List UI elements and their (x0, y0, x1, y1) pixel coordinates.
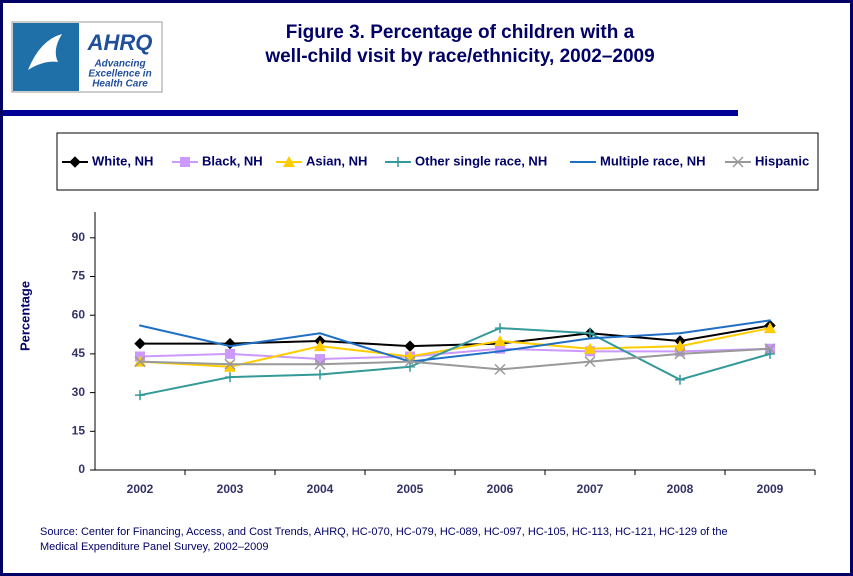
legend-marker (283, 156, 295, 167)
logo-tagline: Advancing (93, 59, 145, 70)
chart-title: well-child visit by race/ethnicity, 2002… (264, 46, 654, 67)
data-point (765, 348, 775, 359)
data-point (405, 361, 415, 372)
y-tick-label: 15 (72, 423, 86, 437)
data-point (674, 348, 686, 360)
legend-label: Black, NH (202, 153, 263, 168)
data-point (589, 337, 591, 340)
seal-eagle (28, 34, 62, 70)
y-tick-label: 60 (72, 307, 86, 321)
logo-tagline: Excellence in (88, 69, 151, 80)
legend-label: Asian, NH (306, 153, 367, 168)
data-point (495, 323, 505, 334)
legend-marker (393, 157, 403, 167)
y-tick-label: 45 (72, 346, 86, 360)
data-point (674, 340, 686, 352)
x-tick-label: 2006 (487, 482, 514, 496)
data-point (675, 374, 685, 385)
data-point (225, 348, 235, 359)
y-tick-label: 0 (78, 462, 85, 476)
y-axis-label: Percentage (17, 281, 32, 351)
source-note: Medical Expenditure Panel Survey, 2002–2… (40, 541, 269, 553)
header-rule (3, 110, 738, 116)
legend-marker (732, 156, 744, 168)
y-tick-label: 90 (72, 230, 86, 244)
data-point (134, 337, 146, 350)
data-point (315, 354, 325, 365)
data-point (314, 340, 326, 352)
data-point (139, 324, 141, 327)
legend-label: Hispanic (755, 153, 809, 168)
data-point (764, 322, 776, 334)
data-point (319, 332, 321, 335)
data-point (135, 390, 145, 401)
data-point (315, 369, 325, 380)
data-point (494, 335, 506, 346)
y-tick-label: 75 (72, 269, 86, 283)
x-tick-label: 2004 (307, 482, 334, 496)
data-point (495, 343, 505, 354)
data-point (769, 319, 771, 322)
x-tick-label: 2009 (757, 482, 784, 496)
legend-marker (69, 156, 81, 168)
data-point (494, 363, 506, 375)
x-tick-label: 2005 (397, 482, 424, 496)
logo-tagline: Health Care (92, 79, 148, 90)
series-line (139, 347, 771, 361)
data-point (585, 328, 595, 339)
data-point (229, 345, 231, 348)
data-point (224, 360, 236, 372)
data-point (225, 372, 235, 383)
chart-title: Figure 3. Percentage of children with a (286, 22, 635, 43)
x-tick-label: 2008 (667, 482, 694, 496)
legend-marker (180, 157, 190, 167)
legend-label: Multiple race, NH (600, 153, 705, 168)
data-point (584, 356, 596, 368)
data-point (584, 342, 596, 354)
x-tick-label: 2002 (127, 482, 154, 496)
x-tick-label: 2007 (577, 482, 604, 496)
data-point (764, 343, 776, 355)
data-point (675, 346, 685, 357)
data-point (499, 350, 501, 353)
legend-label: White, NH (92, 153, 153, 168)
logo-name: AHRQ (87, 30, 153, 55)
legend-label: Other single race, NH (415, 153, 547, 168)
series-line (139, 319, 771, 363)
series-line (139, 347, 771, 371)
data-point (134, 356, 146, 368)
x-tick-label: 2003 (217, 482, 244, 496)
source-note: Source: Center for Financing, Access, an… (40, 526, 728, 538)
series-line (139, 327, 771, 397)
data-point (314, 358, 326, 370)
y-tick-label: 30 (72, 385, 86, 399)
data-point (224, 358, 236, 370)
data-point (679, 332, 681, 335)
legend (56, 132, 819, 191)
data-point (404, 356, 416, 368)
